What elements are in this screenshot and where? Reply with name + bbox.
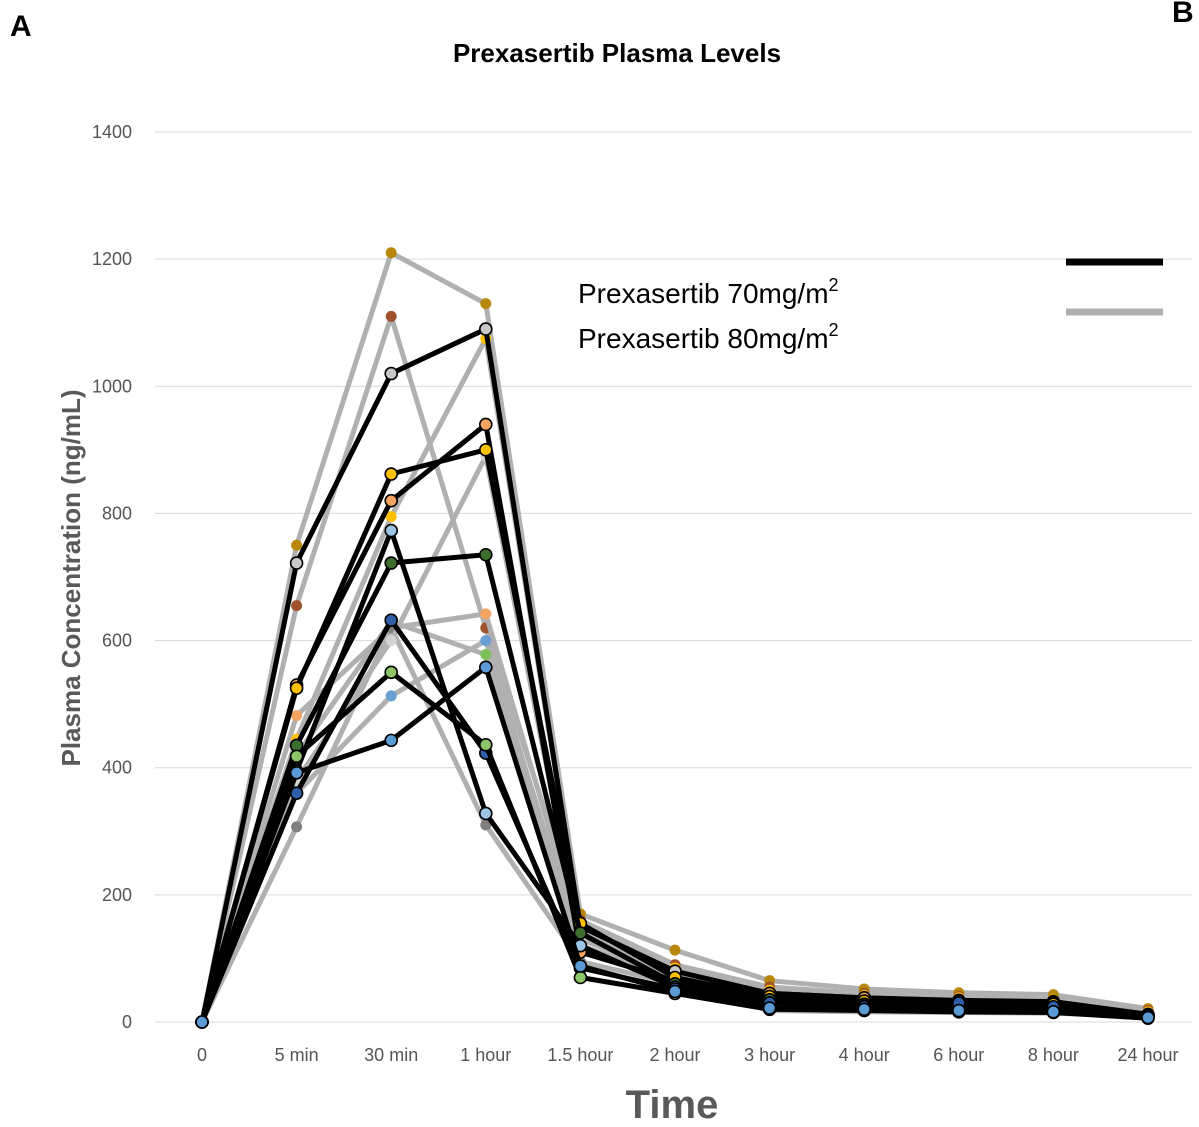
y-tick-label: 1200 xyxy=(92,249,132,269)
x-tick-label: 24 hour xyxy=(1117,1045,1178,1065)
data-point xyxy=(384,613,399,628)
data-point xyxy=(384,467,399,481)
data-point xyxy=(195,1015,209,1029)
x-tick-label: 0 xyxy=(197,1045,207,1065)
y-tick-label: 1000 xyxy=(92,376,132,396)
x-tick-label: 4 hour xyxy=(839,1045,890,1065)
data-point xyxy=(384,523,399,538)
series-lines xyxy=(195,247,1155,1029)
y-axis-label: Plasma Concentration (ng/mL) xyxy=(56,389,86,766)
data-point xyxy=(857,1002,872,1017)
data-point xyxy=(385,310,397,322)
y-tick-label: 1400 xyxy=(92,122,132,142)
x-tick-label: 8 hour xyxy=(1028,1045,1079,1065)
legend: Prexasertib 70mg/m2 Prexasertib 80mg/m2 xyxy=(578,258,1163,354)
data-point xyxy=(291,710,303,722)
data-point xyxy=(669,944,681,956)
data-point xyxy=(478,322,493,336)
data-point xyxy=(291,600,303,612)
data-point xyxy=(1141,1010,1155,1025)
series-line xyxy=(199,336,1149,1023)
data-point xyxy=(480,819,492,831)
data-point xyxy=(384,556,399,570)
series-line xyxy=(199,453,1149,1023)
series-line xyxy=(199,326,1149,1023)
data-point xyxy=(480,298,492,310)
data-point xyxy=(951,1003,966,1018)
data-point xyxy=(384,366,399,381)
data-point xyxy=(384,665,399,680)
data-point xyxy=(573,970,588,985)
data-point xyxy=(762,1001,777,1015)
data-point xyxy=(384,733,399,748)
data-point xyxy=(480,649,492,661)
data-point xyxy=(384,493,399,508)
x-axis-ticks: 0 5 min 30 min 1 hour 1.5 hour 2 hour 3 hour 4 … xyxy=(197,1045,1179,1065)
series-70 xyxy=(195,660,1155,1029)
series-80 xyxy=(196,333,1154,1028)
data-point xyxy=(573,959,588,973)
data-point xyxy=(291,821,303,833)
data-point xyxy=(385,690,397,702)
data-point xyxy=(478,660,493,675)
series-70 xyxy=(195,547,1155,1029)
y-tick-label: 400 xyxy=(102,758,132,778)
data-point xyxy=(385,511,397,523)
data-point xyxy=(478,806,493,821)
data-point xyxy=(289,749,304,764)
data-point xyxy=(289,681,304,696)
series-line xyxy=(199,250,1149,1023)
x-tick-label: 6 hour xyxy=(933,1045,984,1065)
x-tick-label: 30 min xyxy=(364,1045,418,1065)
data-point xyxy=(289,765,304,780)
legend-label-80: Prexasertib 80mg/m2 xyxy=(578,320,839,354)
data-point xyxy=(480,635,492,647)
x-tick-label: 5 min xyxy=(275,1045,319,1065)
series-80 xyxy=(196,247,1154,1028)
series-70 xyxy=(195,417,1155,1029)
panel-label-b: B xyxy=(1172,0,1194,29)
y-tick-label: 600 xyxy=(102,631,132,651)
y-tick-label: 200 xyxy=(102,885,132,905)
series-line xyxy=(199,447,1149,1023)
data-point xyxy=(478,443,493,457)
y-tick-label: 800 xyxy=(102,503,132,523)
data-point xyxy=(478,417,493,432)
data-point xyxy=(385,247,397,259)
y-tick-label: 0 xyxy=(122,1012,132,1032)
x-tick-label: 1 hour xyxy=(460,1045,511,1065)
data-point xyxy=(291,539,303,551)
legend-label-70: Prexasertib 70mg/m2 xyxy=(578,275,839,309)
data-point xyxy=(478,738,493,752)
panel-label-a: A xyxy=(10,10,32,43)
data-point xyxy=(1046,1005,1061,1019)
chart-title: Prexasertib Plasma Levels xyxy=(453,38,781,68)
x-tick-label: 1.5 hour xyxy=(547,1045,613,1065)
data-point xyxy=(480,608,492,620)
data-point xyxy=(478,547,493,562)
x-axis-label: Time xyxy=(626,1083,719,1127)
gridlines xyxy=(155,131,1192,1023)
data-point xyxy=(668,984,682,999)
y-axis-ticks: 0 200 400 600 800 1000 1200 1400 xyxy=(92,122,132,1032)
x-tick-label: 3 hour xyxy=(744,1045,795,1065)
data-point xyxy=(385,635,397,647)
data-point xyxy=(289,556,304,570)
x-tick-label: 2 hour xyxy=(649,1045,700,1065)
